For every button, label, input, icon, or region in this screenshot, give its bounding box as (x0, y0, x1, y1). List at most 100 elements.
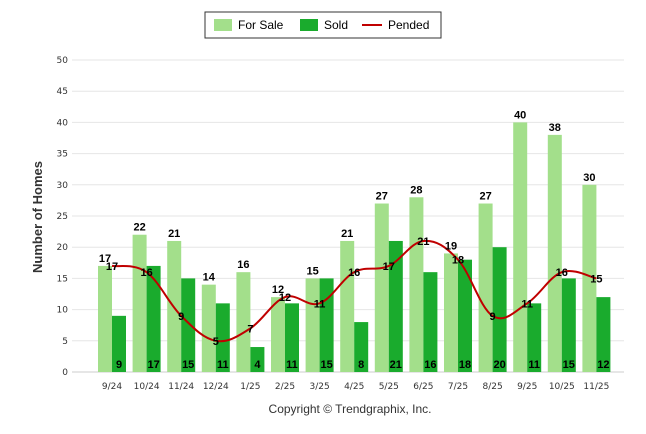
y-tick-label: 5 (62, 337, 68, 347)
bar-sold (561, 278, 576, 372)
y-tick-label: 50 (57, 56, 69, 66)
bar-for-sale (374, 203, 389, 372)
label-sold: 15 (182, 359, 194, 371)
bar-for-sale (201, 284, 216, 372)
y-tick-label: 20 (57, 243, 69, 253)
bar-sold (250, 347, 265, 372)
label-for-sale: 38 (549, 122, 561, 134)
bar-sold (146, 265, 161, 372)
bar-for-sale (582, 184, 597, 372)
label-sold: 11 (286, 359, 298, 371)
y-tick-label: 15 (57, 274, 68, 284)
y-tick-label: 45 (57, 87, 68, 97)
label-pended: 7 (247, 323, 253, 335)
label-for-sale: 27 (376, 191, 388, 203)
bar-for-sale (132, 234, 147, 372)
label-pended: 15 (590, 273, 602, 285)
x-tick-label: 8/25 (482, 382, 502, 392)
label-pended: 11 (521, 298, 533, 310)
legend: For Sale Sold Pended (204, 11, 442, 39)
label-for-sale: 21 (168, 228, 180, 240)
legend-swatch-sold (300, 19, 318, 31)
pended-line-layer (111, 239, 597, 343)
label-sold: 8 (358, 359, 364, 371)
x-tick-label: 5/25 (379, 382, 399, 392)
label-sold: 15 (563, 359, 575, 371)
label-pended: 9 (178, 311, 184, 323)
x-tick-label: 10/24 (134, 382, 160, 392)
label-pended: 11 (314, 298, 326, 310)
legend-label-for-sale: For Sale (238, 18, 284, 32)
x-tick-label: 11/25 (583, 382, 609, 392)
legend-label-sold: Sold (324, 18, 348, 32)
label-pended: 16 (348, 267, 360, 279)
label-sold: 9 (116, 359, 122, 371)
label-for-sale: 21 (341, 228, 353, 240)
bar-for-sale (340, 240, 355, 372)
y-tick-label: 10 (57, 306, 69, 316)
bar-for-sale (513, 122, 528, 373)
bar-sold (215, 303, 230, 372)
bar-for-sale (236, 272, 251, 372)
label-pended: 17 (383, 261, 395, 273)
label-sold: 11 (528, 359, 540, 371)
x-tick-label: 9/24 (102, 382, 122, 392)
legend-box (204, 11, 442, 39)
label-pended: 12 (279, 292, 291, 304)
label-sold: 21 (390, 359, 402, 371)
x-tick-label: 2/25 (275, 382, 295, 392)
y-axis-ticks: 0 5 10 15 20 25 30 35 40 45 50 (57, 56, 69, 378)
bar-for-sale (271, 297, 285, 372)
bar-for-sale (98, 265, 112, 372)
copyright: Copyright © Trendgraphix, Inc. (269, 402, 432, 416)
bar-sold (319, 278, 334, 372)
y-tick-label: 40 (57, 118, 69, 128)
label-for-sale: 30 (583, 172, 595, 184)
x-axis-ticks: 9/24 10/24 11/24 12/24 1/25 2/25 3/25 4/25 5/25 6… (102, 382, 609, 392)
x-tick-label: 7/25 (448, 382, 468, 392)
bar-for-sale (409, 197, 424, 372)
label-sold: 20 (493, 359, 505, 371)
y-tick-label: 35 (57, 150, 68, 160)
label-for-sale: 14 (203, 272, 216, 284)
label-sold: 18 (459, 359, 471, 371)
bar-for-sale (478, 203, 493, 372)
legend-swatch-for-sale (214, 19, 232, 31)
label-for-sale: 12 (272, 284, 284, 296)
label-for-sale: 27 (479, 191, 491, 203)
label-pended: 16 (140, 267, 152, 279)
bar-for-sale (547, 134, 562, 372)
label-pended: 18 (452, 255, 464, 267)
label-for-sale: 16 (237, 259, 249, 271)
pended-line (111, 239, 597, 343)
label-pended: 9 (490, 311, 496, 323)
label-for-sale: 19 (445, 240, 457, 252)
x-tick-label: 1/25 (240, 382, 260, 392)
y-tick-label: 30 (57, 181, 69, 191)
label-pended: 17 (106, 261, 118, 273)
x-tick-label: 4/25 (344, 382, 364, 392)
label-sold: 4 (254, 359, 261, 371)
y-axis-label: Number of Homes (30, 161, 45, 273)
label-sold: 15 (320, 359, 332, 371)
label-sold: 11 (217, 359, 229, 371)
x-tick-label: 9/25 (517, 382, 537, 392)
label-sold: 16 (424, 359, 436, 371)
bar-sold (527, 303, 542, 372)
bar-sold (181, 278, 196, 372)
bar-sold (112, 315, 126, 372)
bar-sold (285, 303, 299, 372)
x-tick-label: 3/25 (309, 382, 329, 392)
label-for-sale: 17 (99, 253, 111, 265)
label-for-sale: 22 (133, 222, 145, 234)
label-sold: 12 (597, 359, 609, 371)
bar-for-sale (444, 253, 458, 372)
bars (98, 122, 611, 373)
bar-sold (423, 272, 438, 372)
bar-sold (458, 259, 472, 372)
label-for-sale: 15 (306, 265, 318, 277)
bar-sold (354, 322, 369, 372)
bar-sold (492, 247, 507, 372)
x-tick-label: 11/24 (168, 382, 194, 392)
